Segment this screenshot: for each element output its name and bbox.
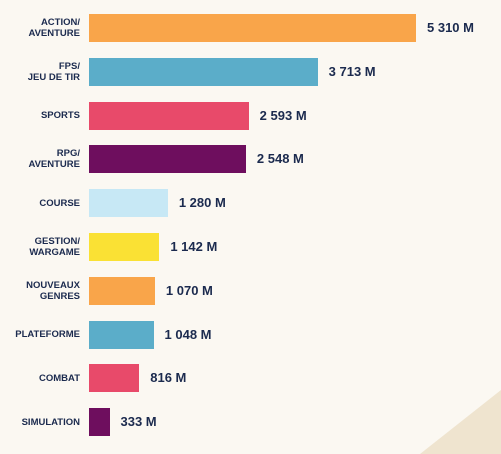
bar bbox=[89, 57, 318, 86]
bar bbox=[89, 233, 160, 261]
value-label: 3 713 M bbox=[328, 63, 376, 79]
category-label: SIMULATION bbox=[21, 416, 80, 428]
value-label: 333 M bbox=[120, 414, 157, 430]
bar bbox=[89, 408, 110, 437]
value-label: 816 M bbox=[150, 370, 187, 386]
value-label: 1 280 M bbox=[178, 195, 226, 211]
category-label: ACTION/ AVENTURE bbox=[28, 17, 80, 39]
bar bbox=[89, 364, 140, 393]
category-label: GESTION/ WARGAME bbox=[29, 236, 80, 258]
value-label: 1 048 M bbox=[164, 326, 212, 342]
value-label: 1 070 M bbox=[165, 282, 213, 298]
category-label: COMBAT bbox=[39, 372, 80, 384]
value-label: 2 593 M bbox=[259, 107, 307, 123]
category-label: PLATEFORME bbox=[15, 329, 80, 341]
category-label: SPORTS bbox=[40, 110, 80, 122]
value-label: 2 548 M bbox=[256, 151, 304, 167]
bar bbox=[89, 276, 155, 305]
bar bbox=[89, 320, 154, 349]
category-label: COURSE bbox=[39, 197, 80, 209]
bar bbox=[89, 14, 416, 42]
value-label: 5 310 M bbox=[427, 20, 474, 35]
value-label: 1 142 M bbox=[170, 239, 218, 254]
bar bbox=[89, 189, 168, 218]
category-label: FPS/ JEU DE TIR bbox=[27, 60, 80, 83]
category-label: NOUVEAUX GENRES bbox=[26, 279, 80, 302]
bar bbox=[89, 101, 249, 130]
bar bbox=[89, 145, 246, 174]
category-label: RPG/ AVENTURE bbox=[28, 148, 80, 171]
